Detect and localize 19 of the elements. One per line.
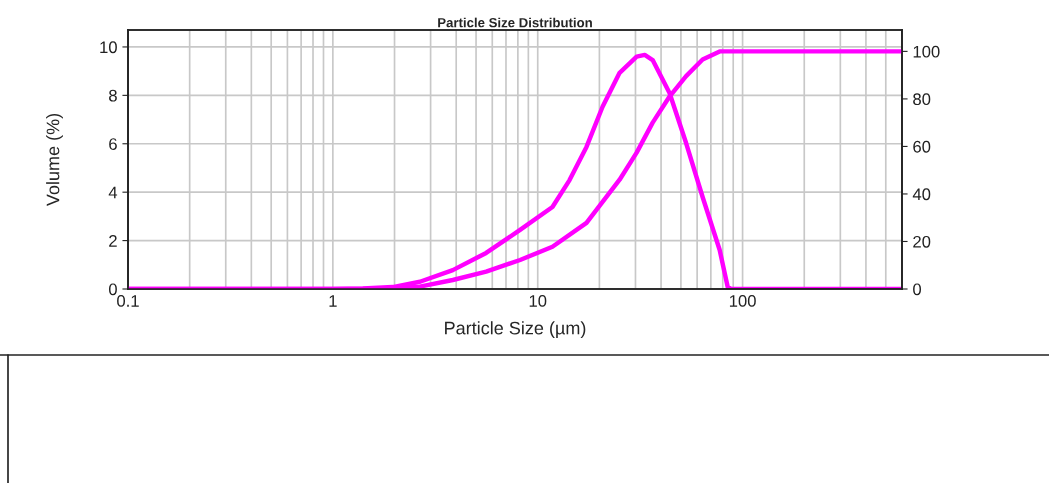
y-tick-label: 2 (109, 234, 117, 247)
y2-tick-label: 40 (912, 188, 931, 201)
y2-tick-label: 100 (913, 45, 940, 58)
y2-tick-label: 60 (913, 140, 931, 153)
x-tick-label: 100 (729, 295, 756, 307)
y-tick-label: 6 (109, 138, 117, 150)
y-tick-label: 0 (108, 283, 117, 296)
y-tick-label: 4 (108, 186, 118, 199)
y2-tick-label: 80 (913, 93, 931, 106)
y2-tick-label: 0 (913, 283, 922, 296)
y-axis-title: Volume (%) (46, 113, 63, 207)
x-tick-label: 10 (529, 295, 547, 307)
y2-tick-label: 20 (913, 235, 931, 248)
y-tick-label: 10 (100, 41, 117, 54)
x-axis-title: Particle Size (µm) (445, 321, 586, 339)
chart-title: Particle Size Distribution (438, 17, 592, 28)
x-tick-label: 0.1 (117, 295, 139, 307)
x-tick-label: 1 (329, 295, 337, 307)
y-tick-label: 8 (109, 89, 117, 102)
